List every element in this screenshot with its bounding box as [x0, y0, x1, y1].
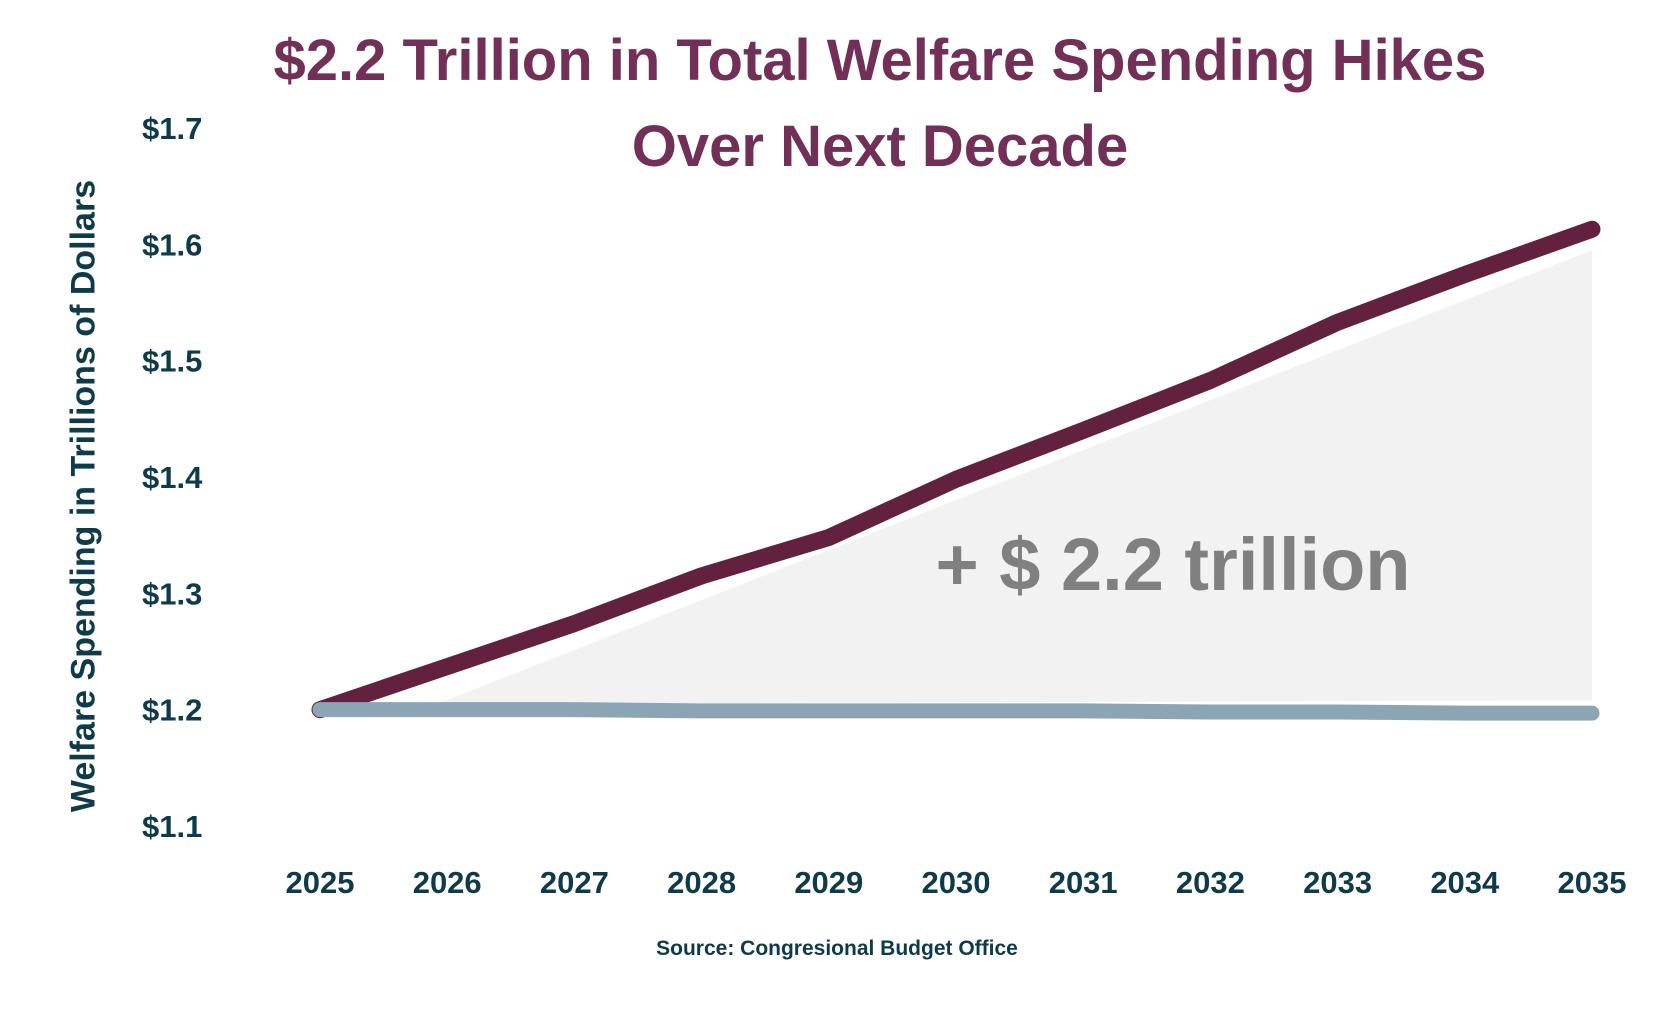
- x-tick-label: 2025: [286, 865, 355, 900]
- shaded-area: [437, 250, 1593, 704]
- x-tick-label: 2035: [1558, 865, 1627, 900]
- y-tick-label: $1.6: [142, 227, 202, 262]
- y-tick-label: $1.2: [142, 693, 202, 728]
- y-tick-label: $1.1: [142, 809, 202, 844]
- annotation-label: + $ 2.2 trillion: [935, 523, 1410, 606]
- y-tick-label: $1.3: [142, 576, 202, 611]
- x-tick-label: 2033: [1303, 865, 1372, 900]
- y-tick-label: $1.5: [142, 344, 202, 379]
- x-tick-label: 2032: [1176, 865, 1245, 900]
- x-tick-label: 2031: [1049, 865, 1118, 900]
- y-tick-label: $1.7: [142, 111, 202, 146]
- x-tick-label: 2029: [794, 865, 863, 900]
- x-tick-label: 2026: [413, 865, 482, 900]
- series-line-2: [312, 702, 1600, 721]
- x-tick-label: 2034: [1430, 865, 1500, 900]
- title-line-2: Over Next Decade: [631, 114, 1129, 179]
- chart-title: $2.2 Trillion in Total Welfare Spending …: [0, 18, 1663, 190]
- series-line-1: [311, 220, 1601, 719]
- y-tick-label: $1.4: [142, 460, 203, 495]
- x-tick-label: 2027: [540, 865, 609, 900]
- x-tick-label: 2028: [667, 865, 736, 900]
- source-note: Source: Congresional Budget Office: [656, 937, 1018, 960]
- x-tick-label: 2030: [922, 865, 991, 900]
- title-line-1: $2.2 Trillion in Total Welfare Spending …: [273, 28, 1487, 93]
